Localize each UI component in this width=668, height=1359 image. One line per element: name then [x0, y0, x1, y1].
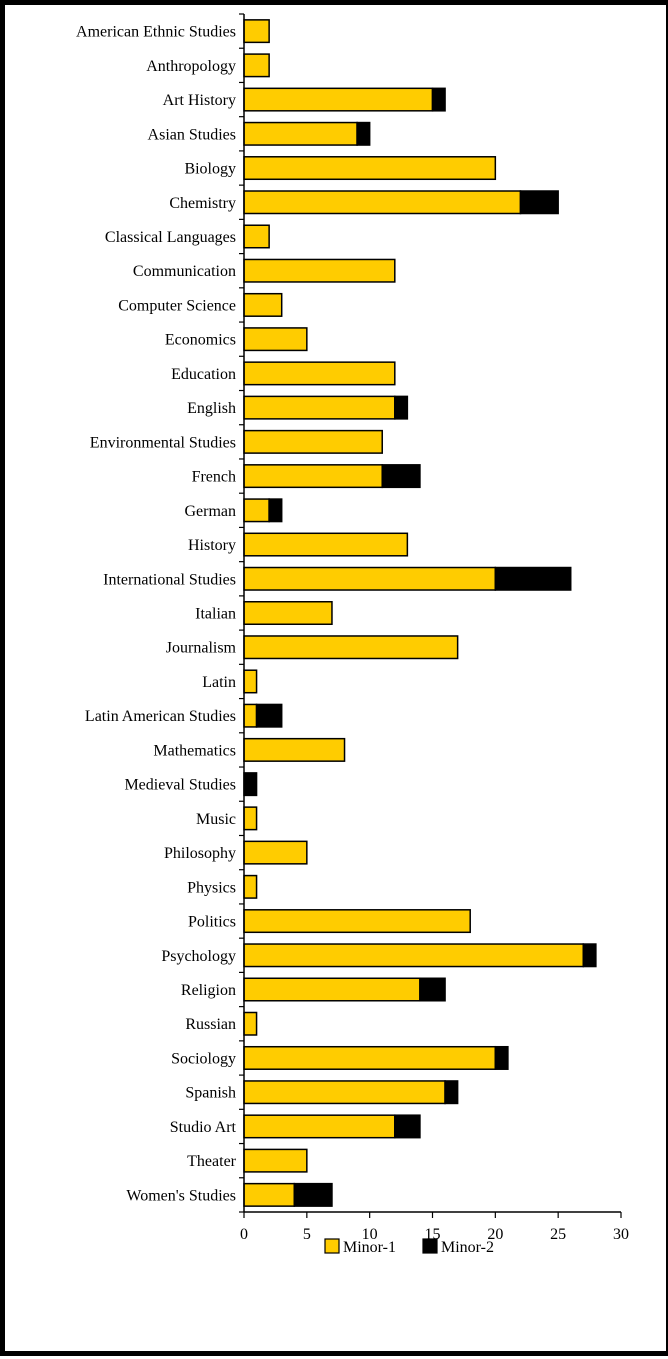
bar-sociology-minor-1 [244, 1047, 495, 1070]
bar-medieval-studies-minor-2 [244, 773, 257, 796]
category-label: Religion [181, 982, 236, 999]
bar-sociology-minor-2 [495, 1047, 508, 1070]
category-label: Physics [187, 879, 236, 896]
category-label: Computer Science [118, 297, 236, 314]
category-label: Music [196, 811, 236, 828]
x-tick-label: 0 [240, 1226, 248, 1243]
bar-religion-minor-1 [244, 978, 420, 1001]
bar-religion-minor-2 [420, 978, 445, 1001]
bar-art-history-minor-1 [244, 88, 433, 111]
bar-biology-minor-1 [244, 157, 495, 180]
bar-politics-minor-1 [244, 910, 470, 933]
category-label: Spanish [185, 1085, 236, 1102]
bar-studio-art-minor-1 [244, 1115, 395, 1138]
category-label: Environmental Studies [90, 434, 236, 451]
category-label: Studio Art [170, 1119, 237, 1136]
bar-theater-minor-1 [244, 1149, 307, 1172]
bar-spanish-minor-2 [445, 1081, 458, 1104]
bar-chemistry-minor-1 [244, 191, 520, 214]
category-label: Latin American Studies [85, 708, 236, 725]
bar-spanish-minor-1 [244, 1081, 445, 1104]
bar-journalism-minor-1 [244, 636, 458, 659]
bar-history-minor-1 [244, 533, 407, 556]
category-label: International Studies [103, 571, 236, 588]
category-label: Journalism [166, 640, 237, 657]
bars-group [244, 20, 596, 1206]
legend: Minor-1 Minor-2 [325, 1239, 494, 1256]
bar-classical-languages-minor-1 [244, 225, 269, 248]
bar-english-minor-1 [244, 396, 395, 419]
bar-english-minor-2 [395, 396, 408, 419]
category-label: English [187, 400, 236, 417]
x-tick-label: 5 [303, 1226, 311, 1243]
legend-label-minor-1: Minor-1 [343, 1239, 396, 1256]
bar-philosophy-minor-1 [244, 841, 307, 864]
category-label: Classical Languages [105, 229, 236, 246]
x-tick-label: 30 [613, 1226, 629, 1243]
bar-computer-science-minor-1 [244, 294, 282, 317]
x-tick-label: 25 [550, 1226, 566, 1243]
category-label: Education [171, 366, 236, 383]
bar-economics-minor-1 [244, 328, 307, 351]
stacked-bar-chart: American Ethnic Studies Anthropology Art H… [5, 5, 666, 1354]
bar-italian-minor-1 [244, 602, 332, 625]
bar-asian-studies-minor-1 [244, 123, 357, 146]
bar-psychology-minor-2 [583, 944, 596, 967]
category-label: Italian [195, 606, 236, 623]
category-label: Medieval Studies [124, 777, 236, 794]
category-label: Asian Studies [148, 126, 236, 143]
category-label: Sociology [171, 1050, 236, 1067]
category-label: Politics [188, 914, 236, 931]
category-label: Theater [187, 1153, 237, 1170]
bar-psychology-minor-1 [244, 944, 583, 967]
category-label: Mathematics [153, 742, 236, 759]
category-label: Russian [185, 1016, 236, 1033]
bar-latin-minor-1 [244, 670, 257, 693]
category-label: Biology [184, 161, 236, 178]
bar-asian-studies-minor-2 [357, 123, 370, 146]
bar-education-minor-1 [244, 362, 395, 385]
bar-latin-american-studies-minor-1 [244, 704, 257, 727]
bar-women-s-studies-minor-2 [294, 1184, 332, 1207]
bar-environmental-studies-minor-1 [244, 431, 382, 454]
bar-international-studies-minor-1 [244, 568, 495, 591]
category-label: Philosophy [164, 845, 236, 862]
bar-studio-art-minor-2 [395, 1115, 420, 1138]
bar-international-studies-minor-2 [495, 568, 570, 591]
category-label: American Ethnic Studies [76, 24, 236, 41]
category-label: Psychology [161, 948, 236, 965]
bar-french-minor-2 [382, 465, 420, 488]
category-label: Anthropology [146, 58, 236, 75]
category-label: History [188, 537, 236, 554]
category-label: Women's Studies [126, 1187, 236, 1204]
category-label: Communication [133, 263, 236, 280]
legend-swatch-minor-2 [423, 1239, 437, 1253]
legend-swatch-minor-1 [325, 1239, 339, 1253]
bar-women-s-studies-minor-1 [244, 1184, 294, 1207]
bar-american-ethnic-studies-minor-1 [244, 20, 269, 43]
category-label: Chemistry [169, 195, 236, 212]
bar-art-history-minor-2 [433, 88, 446, 111]
bar-mathematics-minor-1 [244, 739, 345, 762]
bar-music-minor-1 [244, 807, 257, 830]
bar-russian-minor-1 [244, 1012, 257, 1035]
bar-german-minor-1 [244, 499, 269, 522]
category-label: German [184, 503, 236, 520]
legend-label-minor-2: Minor-2 [441, 1239, 494, 1256]
category-label: Art History [163, 92, 236, 109]
bar-anthropology-minor-1 [244, 54, 269, 77]
bar-chemistry-minor-2 [520, 191, 558, 214]
category-labels: American Ethnic Studies Anthropology Art H… [76, 24, 237, 1205]
bar-physics-minor-1 [244, 876, 257, 899]
category-label: Economics [165, 332, 236, 349]
category-label: French [192, 469, 236, 486]
bar-latin-american-studies-minor-2 [257, 704, 282, 727]
bar-german-minor-2 [269, 499, 282, 522]
category-label: Latin [202, 674, 236, 691]
bar-communication-minor-1 [244, 259, 395, 282]
bar-french-minor-1 [244, 465, 382, 488]
